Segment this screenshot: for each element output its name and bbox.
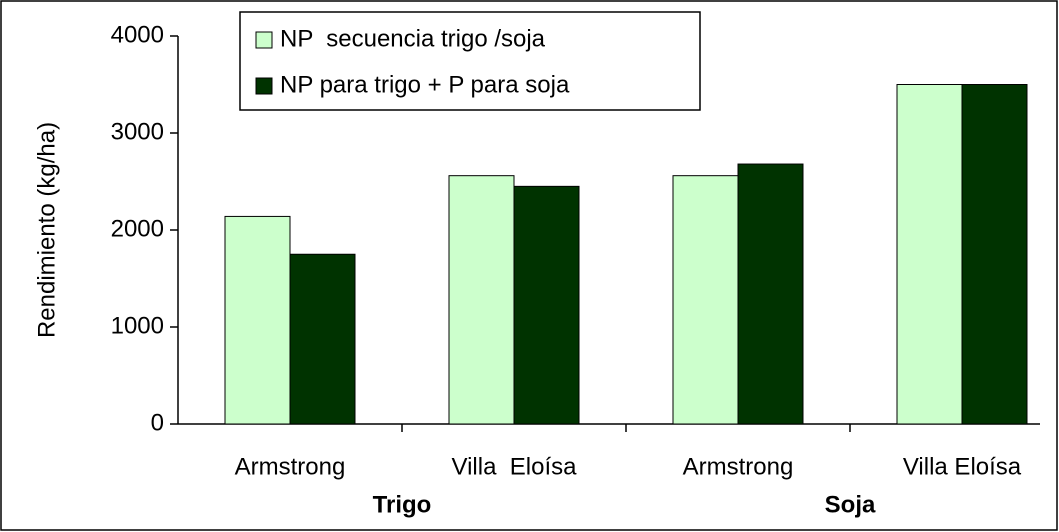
- x-tick-label: Villa Eloísa: [903, 453, 1022, 480]
- group-label: Trigo: [373, 491, 432, 518]
- bar: [224, 215, 291, 425]
- x-tick-label: Armstrong: [683, 453, 794, 480]
- legend-swatch: [255, 31, 273, 49]
- x-tick-label: Armstrong: [235, 453, 346, 480]
- bar: [289, 253, 356, 425]
- bar: [513, 185, 580, 425]
- bar: [737, 163, 804, 425]
- bar: [961, 84, 1028, 425]
- bar: [672, 175, 739, 425]
- bar: [896, 84, 963, 425]
- y-tick-label: 2000: [111, 215, 164, 242]
- legend-swatch: [255, 77, 273, 95]
- legend-box: [239, 11, 701, 111]
- y-tick-label: 1000: [111, 312, 164, 339]
- legend-label: NP para trigo + P para soja: [280, 71, 570, 98]
- y-tick-label: 4000: [111, 21, 164, 48]
- y-tick-label: 0: [151, 409, 164, 436]
- bar: [448, 175, 515, 425]
- group-label: Soja: [825, 491, 876, 518]
- y-axis-label: Rendimiento (kg/ha): [33, 122, 60, 338]
- legend-label: NP secuencia trigo /soja: [280, 25, 546, 52]
- x-tick-label: Villa Eloísa: [452, 453, 578, 480]
- y-tick-label: 3000: [111, 118, 164, 145]
